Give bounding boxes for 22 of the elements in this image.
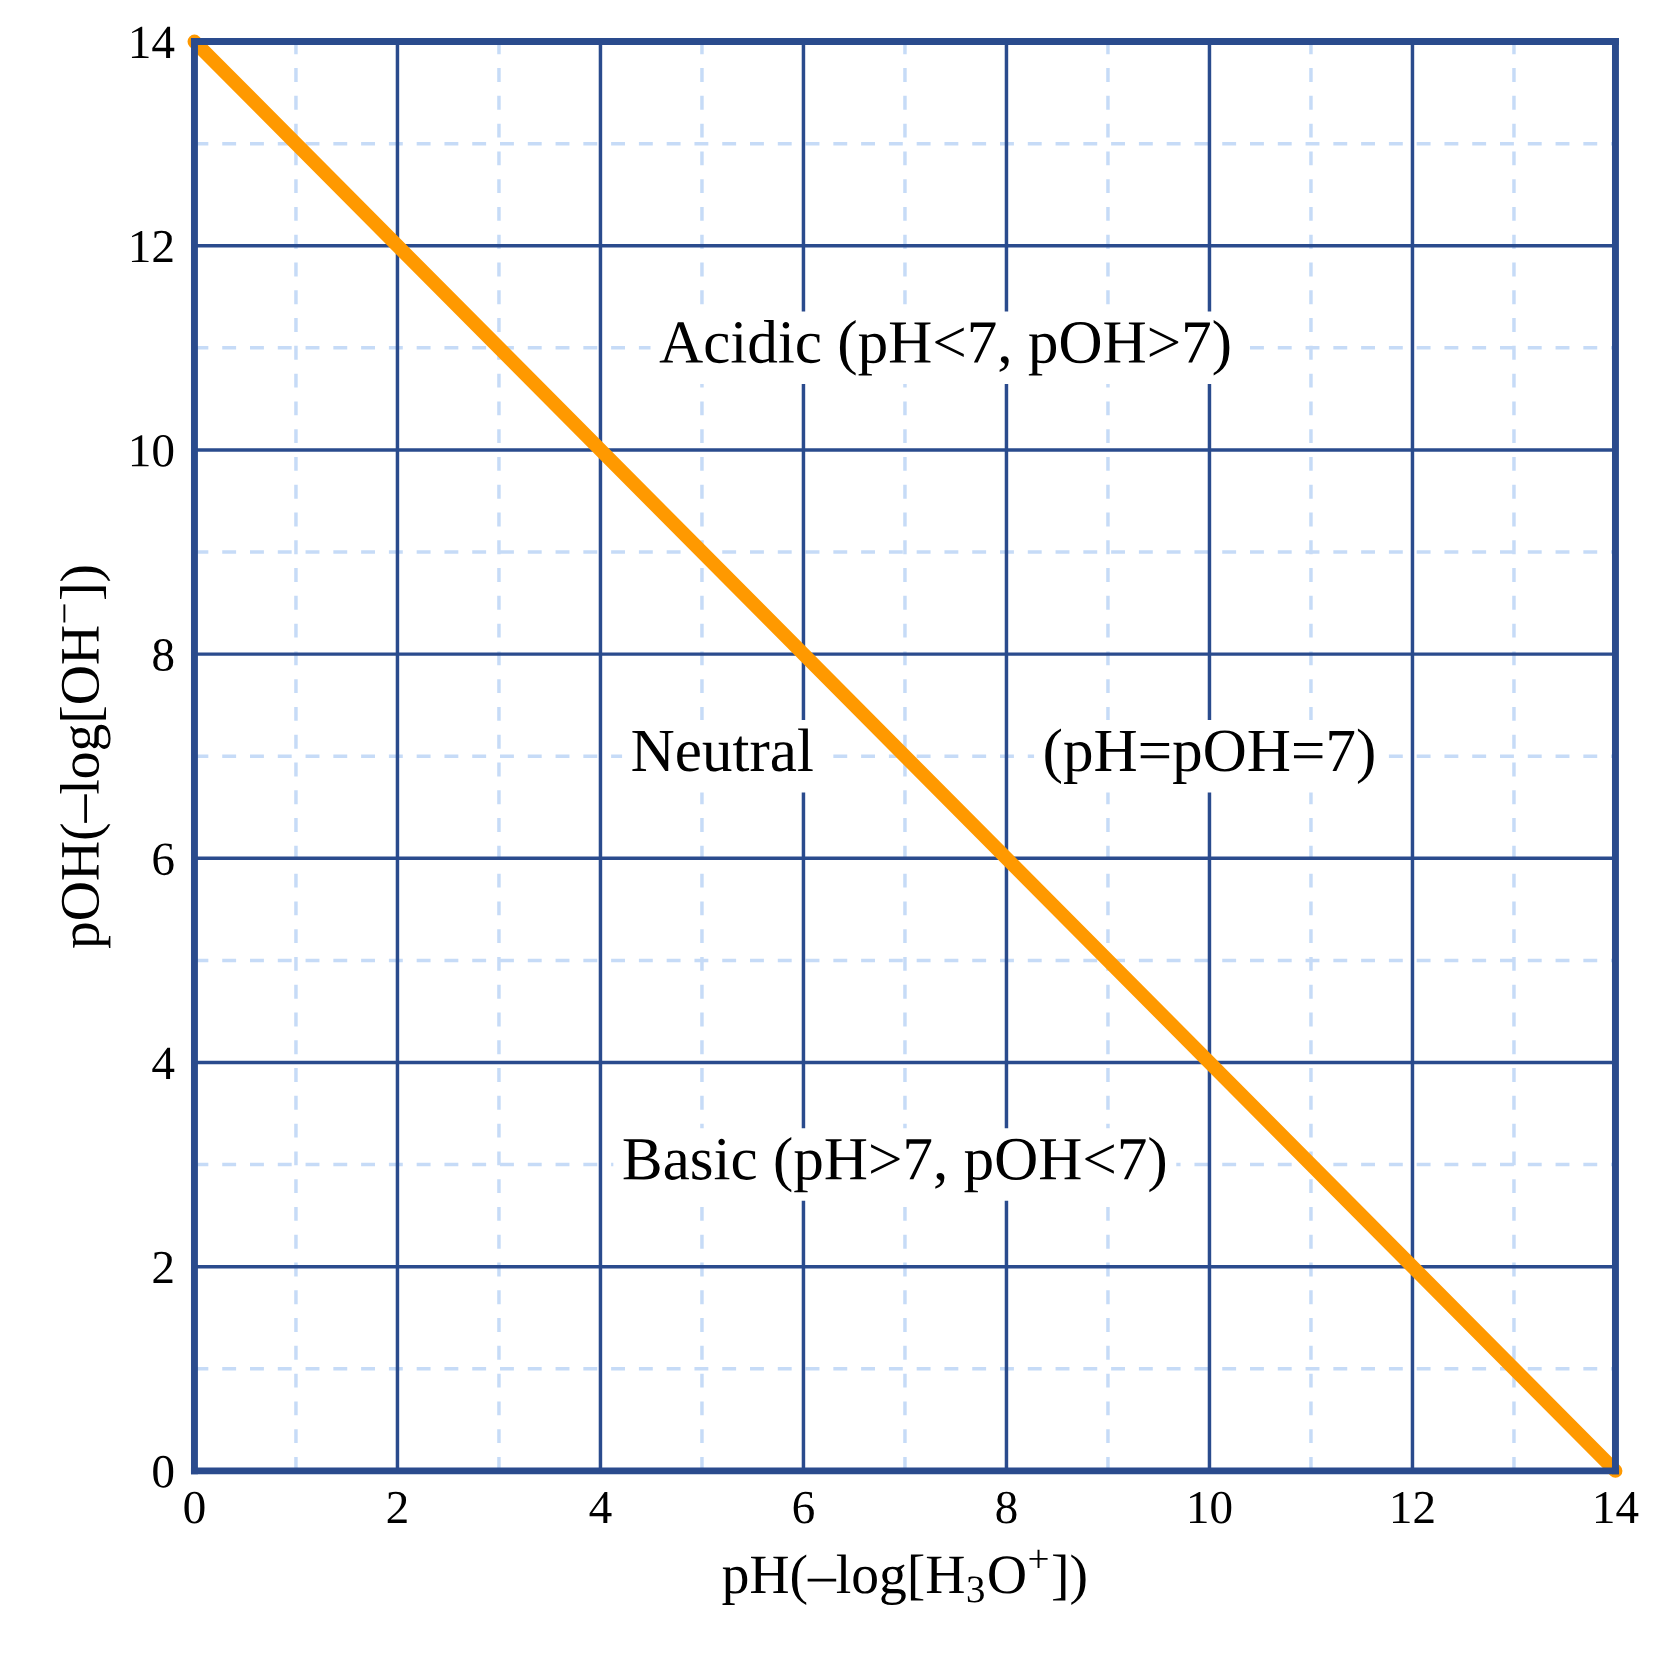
x-tick-label: 8	[996, 1491, 1017, 1524]
x-tick-label: 14	[1596, 1491, 1639, 1524]
y-tick-label: 2	[153, 1251, 173, 1284]
y-tick-label: 4	[152, 1047, 175, 1079]
y-tick-label: 6	[153, 843, 174, 876]
x-tick-label: 12	[1393, 1491, 1434, 1524]
y-tick-label: 12	[131, 230, 173, 263]
y-tick-label: 14	[131, 26, 175, 58]
x-tick-label: 2	[387, 1491, 407, 1524]
x-tick-label: 0	[184, 1491, 205, 1524]
y-tick-label: 10	[131, 434, 174, 467]
x-tick-label: 10	[1190, 1491, 1232, 1524]
annotation: Acidic (pH<7, pOH>7)	[659, 320, 1230, 376]
x-tick-label: 4	[589, 1492, 612, 1524]
x-axis-title: pH(–log[H$_{3}$O$^{+}$])	[722, 1549, 1086, 1606]
y-axis-title: pOH(–log[OH$^{−}$])	[60, 566, 111, 949]
x-tick-label: 6	[793, 1491, 814, 1524]
annotation: Basic (pH>7, pOH<7)	[623, 1136, 1166, 1193]
annotation: (pH=pOH=7)	[1045, 728, 1374, 784]
y-tick-label: 8	[153, 639, 174, 671]
annotation: Neutral	[632, 728, 813, 772]
y-tick-label: 0	[153, 1455, 174, 1488]
